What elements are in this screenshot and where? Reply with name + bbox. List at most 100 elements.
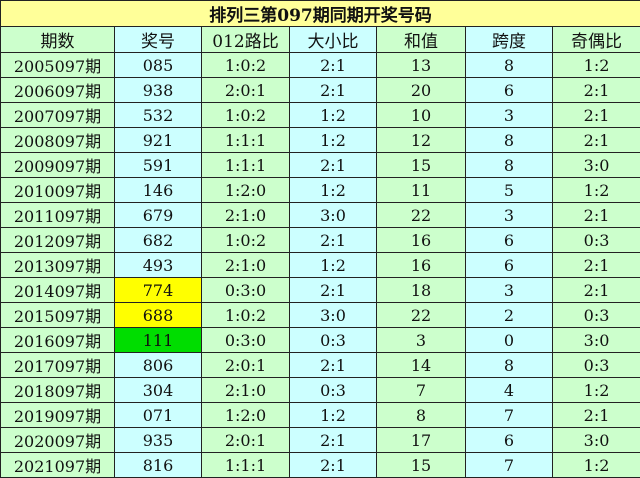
cell-number: 682 [115,228,202,253]
cell-span: 6 [466,78,553,103]
cell-route-ratio: 1:0:2 [202,303,290,328]
cell-odd-even-ratio: 1:2 [553,378,640,403]
cell-size-ratio: 0:3 [290,328,377,353]
cell-route-ratio: 2:1:0 [202,203,290,228]
cell-number: 071 [115,403,202,428]
cell-span: 3 [466,103,553,128]
cell-sum: 12 [377,128,466,153]
cell-number: 921 [115,128,202,153]
cell-span: 8 [466,153,553,178]
cell-odd-even-ratio: 0:3 [553,303,640,328]
cell-sum: 22 [377,203,466,228]
cell-number: 111 [115,328,202,353]
cell-number: 774 [115,278,202,303]
cell-span: 0 [466,328,553,353]
table-title: 排列三第097期同期开奖号码 [1,1,640,27]
cell-number: 085 [115,53,202,78]
column-header-span: 跨度 [466,27,553,53]
cell-sum: 16 [377,228,466,253]
column-header-size-ratio: 大小比 [290,27,377,53]
cell-sum: 11 [377,178,466,203]
cell-span: 6 [466,228,553,253]
column-header-period: 期数 [1,27,115,53]
cell-odd-even-ratio: 1:2 [553,178,640,203]
cell-sum: 16 [377,253,466,278]
cell-route-ratio: 2:0:1 [202,78,290,103]
cell-span: 6 [466,253,553,278]
cell-period: 2007097期 [1,103,115,128]
cell-period: 2005097期 [1,53,115,78]
cell-period: 2012097期 [1,228,115,253]
cell-size-ratio: 1:2 [290,178,377,203]
cell-period: 2020097期 [1,428,115,453]
cell-odd-even-ratio: 3:0 [553,428,640,453]
cell-size-ratio: 3:0 [290,303,377,328]
cell-number: 938 [115,78,202,103]
cell-size-ratio: 1:2 [290,128,377,153]
cell-span: 3 [466,278,553,303]
cell-size-ratio: 2:1 [290,278,377,303]
cell-route-ratio: 2:1:0 [202,253,290,278]
cell-route-ratio: 1:2:0 [202,178,290,203]
cell-route-ratio: 1:1:1 [202,153,290,178]
cell-period: 2013097期 [1,253,115,278]
column-header-odd-even-ratio: 奇偶比 [553,27,640,53]
column-header-number: 奖号 [115,27,202,53]
cell-size-ratio: 2:1 [290,453,377,478]
cell-route-ratio: 1:1:1 [202,128,290,153]
cell-size-ratio: 2:1 [290,78,377,103]
cell-span: 8 [466,353,553,378]
cell-period: 2006097期 [1,78,115,103]
cell-size-ratio: 2:1 [290,353,377,378]
cell-sum: 7 [377,378,466,403]
cell-odd-even-ratio: 0:3 [553,228,640,253]
cell-span: 5 [466,178,553,203]
cell-odd-even-ratio: 2:1 [553,103,640,128]
cell-sum: 14 [377,353,466,378]
cell-size-ratio: 2:1 [290,228,377,253]
cell-number: 304 [115,378,202,403]
cell-size-ratio: 1:2 [290,253,377,278]
cell-span: 7 [466,453,553,478]
cell-odd-even-ratio: 1:2 [553,453,640,478]
cell-route-ratio: 2:0:1 [202,428,290,453]
cell-period: 2017097期 [1,353,115,378]
cell-span: 8 [466,128,553,153]
cell-odd-even-ratio: 3:0 [553,153,640,178]
cell-size-ratio: 1:2 [290,103,377,128]
cell-odd-even-ratio: 3:0 [553,328,640,353]
cell-route-ratio: 0:3:0 [202,278,290,303]
cell-size-ratio: 0:3 [290,378,377,403]
cell-period: 2021097期 [1,453,115,478]
cell-odd-even-ratio: 0:3 [553,353,640,378]
cell-odd-even-ratio: 1:2 [553,53,640,78]
cell-period: 2015097期 [1,303,115,328]
cell-odd-even-ratio: 2:1 [553,203,640,228]
cell-route-ratio: 1:1:1 [202,453,290,478]
cell-span: 3 [466,203,553,228]
cell-route-ratio: 1:0:2 [202,228,290,253]
cell-size-ratio: 2:1 [290,428,377,453]
cell-number: 679 [115,203,202,228]
cell-period: 2014097期 [1,278,115,303]
cell-period: 2019097期 [1,403,115,428]
cell-route-ratio: 1:0:2 [202,103,290,128]
cell-size-ratio: 1:2 [290,403,377,428]
cell-route-ratio: 0:3:0 [202,328,290,353]
cell-sum: 13 [377,53,466,78]
column-header-sum: 和值 [377,27,466,53]
cell-route-ratio: 2:0:1 [202,353,290,378]
